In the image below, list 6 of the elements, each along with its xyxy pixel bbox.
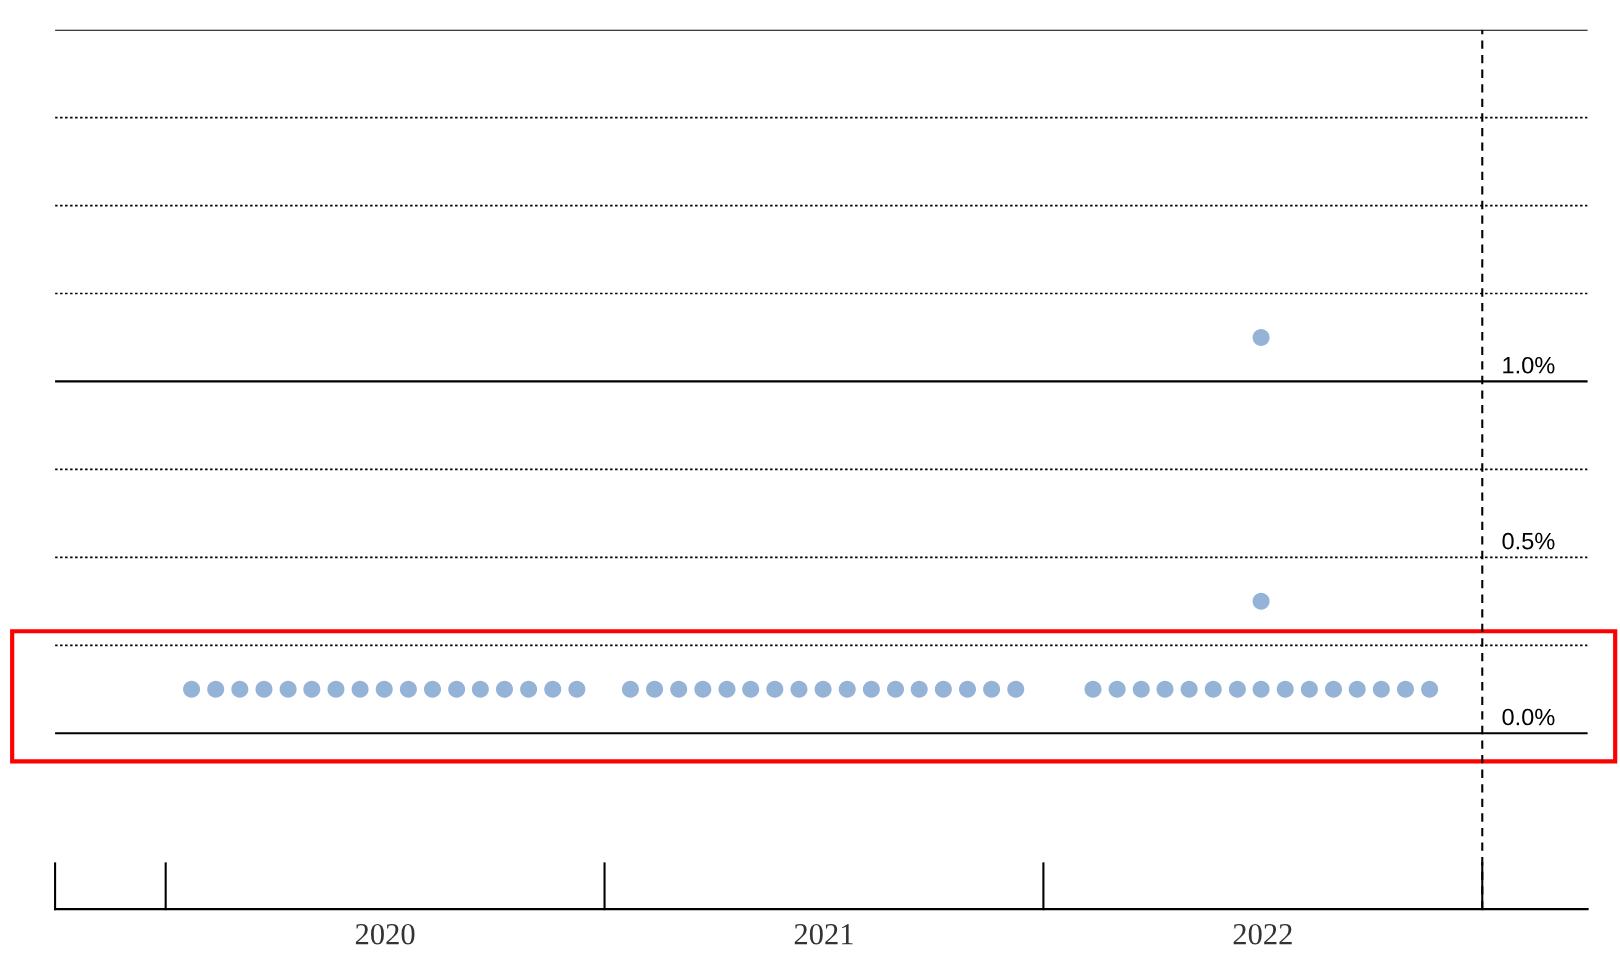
x-tick-label: 2020 bbox=[355, 923, 415, 945]
y-tick-label: 0.5% bbox=[1502, 532, 1555, 550]
x-tick-label: 2022 bbox=[1233, 923, 1292, 945]
y-tick-label: 1.0% bbox=[1503, 356, 1555, 374]
y-tick-label: 0.0% bbox=[1502, 708, 1555, 726]
x-tick-label: 2021 bbox=[794, 923, 853, 945]
